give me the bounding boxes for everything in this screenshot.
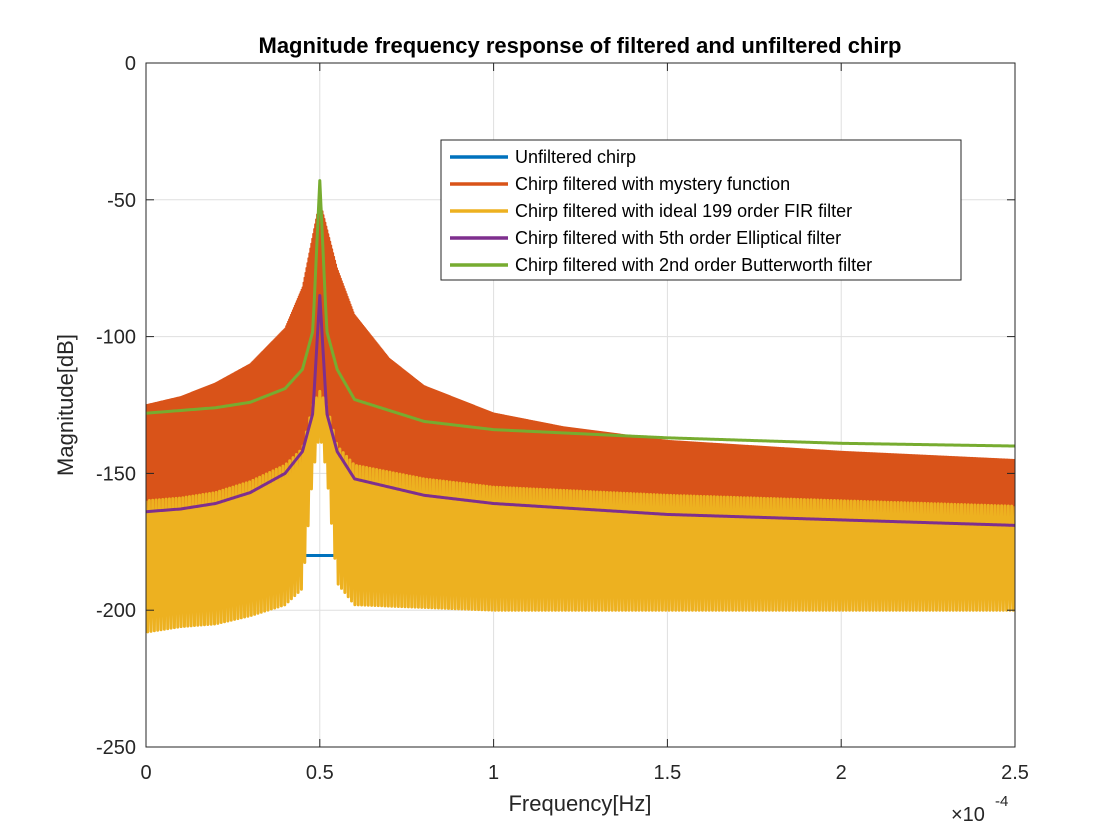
legend-label-unfiltered-chirp: Unfiltered chirp [515, 147, 636, 167]
legend-label-chirp-filtered-with-ideal-199-order-fir-filter: Chirp filtered with ideal 199 order FIR … [515, 201, 852, 221]
y-tick-label: -100 [96, 327, 136, 349]
legend[interactable]: Unfiltered chirp Chirp filtered with myst… [440, 139, 962, 281]
legend-items: Unfiltered chirp Chirp filtered with myst… [450, 147, 872, 275]
y-tick-label: -50 [107, 190, 136, 212]
x-tick-label: 0.5 [306, 762, 334, 784]
tick-labels: 0 0.5 1 1.5 2 2.5 0 -50 -100 -150 -200 -250 [96, 53, 1029, 784]
chart-title: Magnitude frequency response of filtered… [259, 33, 902, 58]
series-line-chirp-filtered-with-mystery-function [146, 199, 1015, 570]
series-line-chirp-filtered-with-5th-order-elliptical-filter [146, 294, 1015, 527]
legend-label-chirp-filtered-with-mystery-function: Chirp filtered with mystery function [515, 174, 790, 194]
series-line-chirp-filtered-with-ideal-199-order-fir-filter [146, 389, 1015, 634]
x-exponent-power: -4 [995, 793, 1008, 810]
y-tick-label: -200 [96, 600, 136, 622]
y-tick-label: -250 [96, 737, 136, 759]
x-tick-label: 2 [836, 762, 847, 784]
legend-box [440, 139, 962, 281]
x-axis-label: Frequency[Hz] [508, 791, 651, 816]
x-exponent: ×10 -4 [951, 793, 1008, 826]
x-exponent-base: ×10 [951, 804, 985, 826]
y-tick-label: 0 [125, 53, 136, 75]
x-tick-label: 1 [488, 762, 499, 784]
x-tick-label: 2.5 [1001, 762, 1029, 784]
tick-marks [145, 62, 1016, 748]
series-layer [146, 179, 1015, 634]
x-tick-label: 1.5 [653, 762, 681, 784]
y-tick-label: -150 [96, 463, 136, 485]
series-line-chirp-filtered-with-2nd-order-butterworth-filter [146, 179, 1015, 448]
axes-box [145, 62, 1016, 748]
y-axis-label: Magnitude[dB] [53, 334, 78, 476]
legend-label-chirp-filtered-with-2nd-order-butterworth-filter: Chirp filtered with 2nd order Butterwort… [515, 255, 872, 275]
legend-label-chirp-filtered-with-5th-order-elliptical-filter: Chirp filtered with 5th order Elliptical… [515, 228, 841, 248]
x-tick-label: 0 [140, 762, 151, 784]
